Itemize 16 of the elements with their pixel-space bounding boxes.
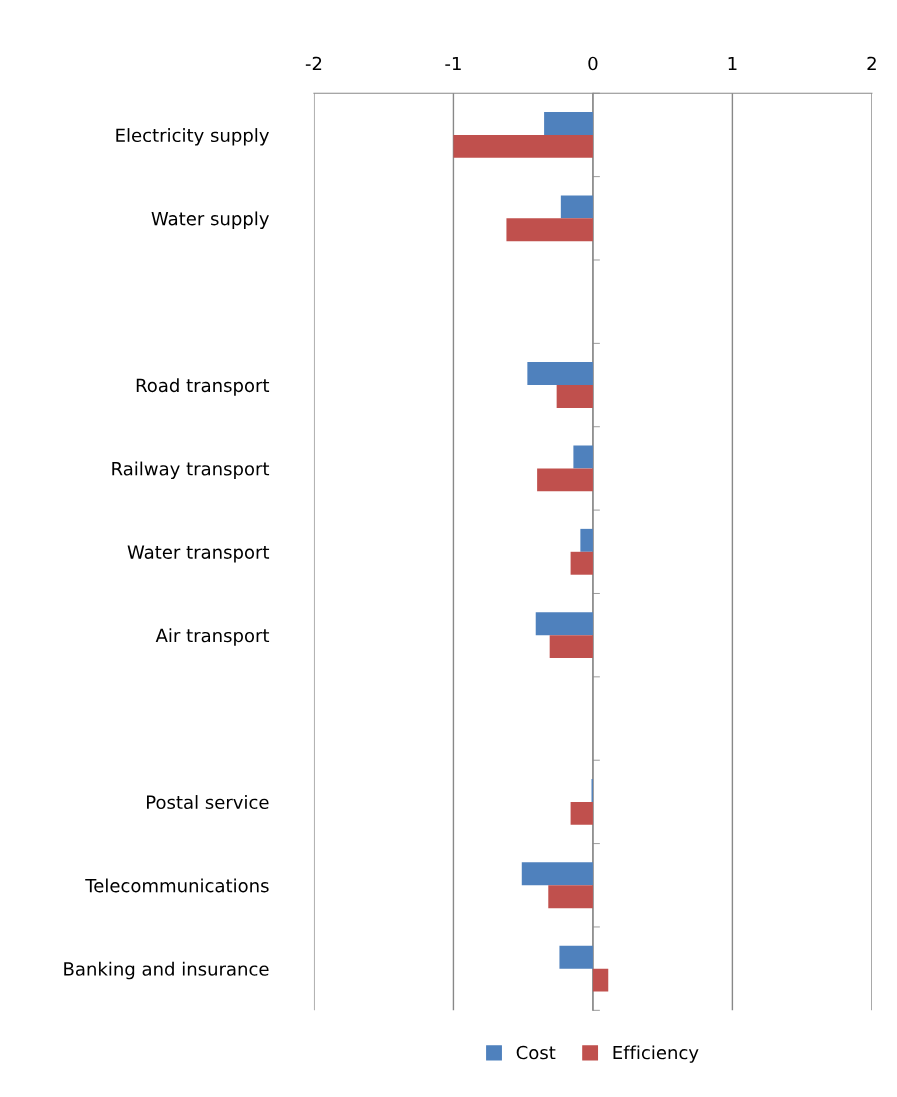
x-tick-label: -1 [445,56,461,71]
x-tick-label: 2 [867,56,876,71]
legend-label: Efficiency [613,1045,699,1063]
x-tick-label: -2 [305,56,322,71]
x-tick-label: 0 [588,56,598,71]
y-tick-label: Air transport [155,628,270,646]
y-tick-label: Postal service [147,795,269,810]
y-tick-label: Water transport [127,545,270,563]
y-tick-label: Electricity supply [116,128,269,146]
y-tick-label: Road transport [136,378,270,396]
y-tick-label: Telecommunications [85,878,269,893]
x-tick-label: 1 [728,56,737,71]
legend-label: Cost [516,1045,556,1060]
y-tick-label: Water supply [151,211,269,229]
y-tick-label: Railway transport [112,461,270,480]
y-tick-label: Banking and insurance [64,961,269,980]
